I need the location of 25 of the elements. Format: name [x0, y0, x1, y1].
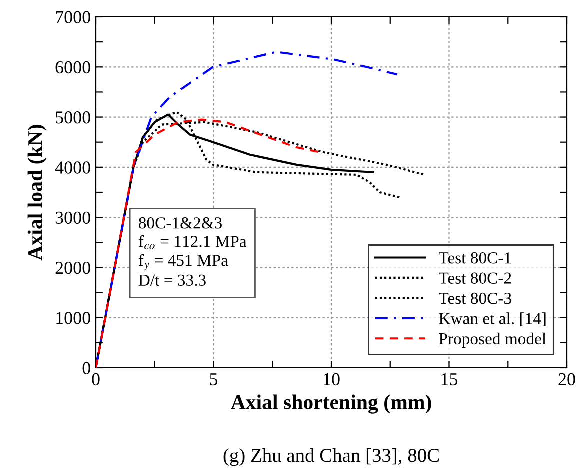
- y-tick-label: 7000: [56, 11, 90, 24]
- legend-label: Kwan et al. [14]: [439, 312, 546, 326]
- y-tick-label: 3000: [56, 212, 90, 224]
- y-tick-label: 2000: [56, 262, 90, 274]
- x-tick-label: 20: [558, 373, 576, 386]
- annotation: D/t = 33.3: [138, 274, 206, 286]
- y-tick-label: 5000: [56, 112, 90, 124]
- legend-label: Proposed model: [439, 332, 546, 348]
- x-axis-title: Axial shortening (mm): [231, 394, 432, 414]
- annotation: f$_{co}$ = 112.1 MPa: [138, 235, 247, 250]
- y-axis-title: Axial load (kN): [28, 125, 47, 261]
- y-tick-label: 6000: [56, 61, 90, 74]
- x-tick-label: 10: [324, 373, 340, 386]
- text: (g) Zhu and Chan [33], 80C: [224, 448, 439, 466]
- x-tick-label: 5: [210, 374, 218, 386]
- annotation: f$_{y}$ = 451 MPa: [138, 254, 228, 271]
- x-tick-label: 0: [92, 373, 100, 386]
- y-tick-label: 0: [82, 362, 90, 374]
- annotation: 80C-1&2&3: [139, 218, 222, 229]
- legend-label: Test 80C-2: [439, 272, 512, 284]
- x-tick-label: 15: [442, 373, 458, 386]
- legend-label: Test 80C-3: [439, 292, 512, 304]
- legend-label: Test 80C-1: [439, 252, 512, 264]
- y-tick-label: 4000: [55, 162, 90, 174]
- y-tick-label: 1000: [56, 312, 90, 324]
